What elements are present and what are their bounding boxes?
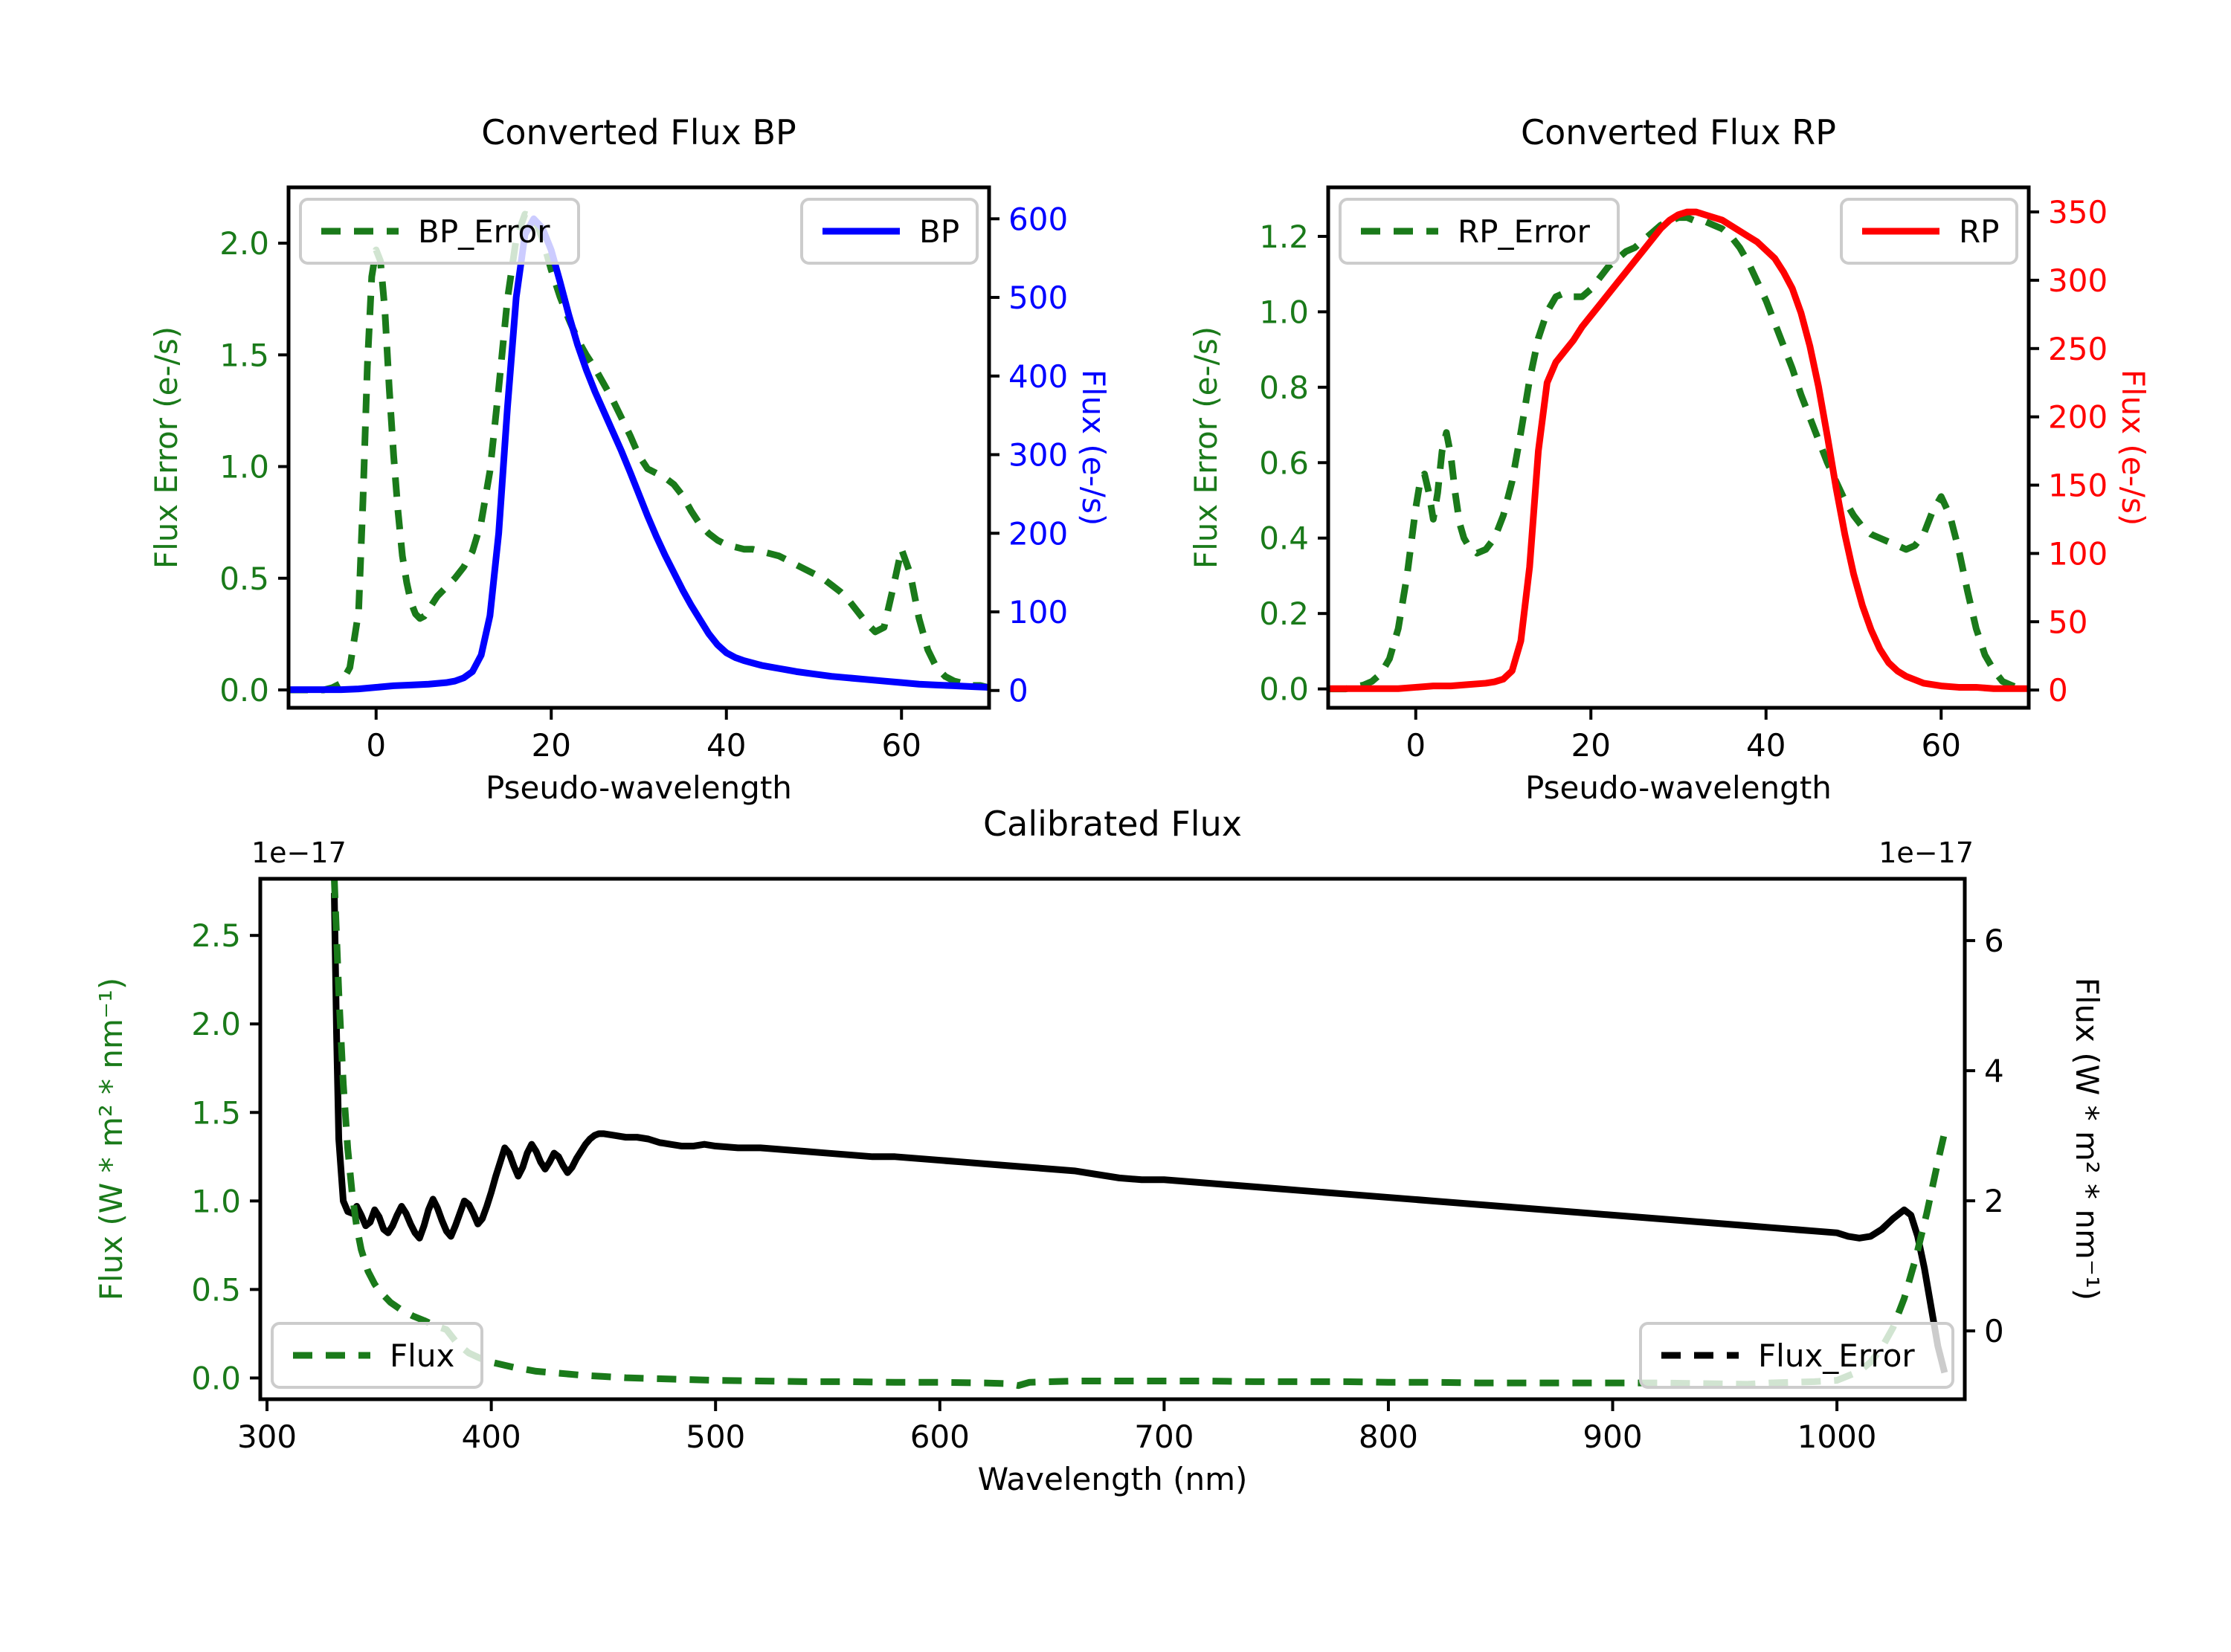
y-tick-label-left: 0.5 — [219, 561, 269, 597]
y-axis-offset-left: 1e−17 — [251, 836, 347, 869]
legend-label: BP_Error — [418, 213, 550, 250]
y-axis-label-right: Flux (e-/s) — [2115, 370, 2151, 526]
y-tick-label-left: 1.5 — [219, 337, 269, 373]
legend-box — [271, 1322, 483, 1389]
legend-label: RP_Error — [1458, 213, 1591, 250]
series-line-flux_error — [331, 879, 1948, 1390]
y-axis-label-right: Flux (e-/s) — [1075, 370, 1112, 526]
x-axis-label: Pseudo-wavelength — [1525, 769, 1832, 806]
x-tick-label: 40 — [1746, 727, 1786, 764]
y-tick-label-right: 2 — [1984, 1183, 2004, 1219]
y-tick-label-right: 250 — [2048, 331, 2108, 367]
y-tick-label-right: 100 — [1008, 594, 1068, 630]
x-tick-label: 300 — [237, 1419, 297, 1455]
y-tick-label-left: 1.0 — [219, 449, 269, 485]
plot-frame — [286, 185, 991, 710]
y-tick-label-right: 600 — [1008, 201, 1068, 237]
legend-label: RP — [1959, 213, 2000, 250]
chart-title: Converted Flux BP — [481, 112, 796, 152]
x-tick-label: 0 — [366, 727, 386, 764]
chart-panel-converted-flux-rp: Converted Flux RP 0.0 0.2 0.4 0.6 0.8 1.0 1.2 0 5… — [1075, 61, 2231, 961]
y-tick-label-left: 0.0 — [191, 1360, 241, 1396]
y-tick-label-left: 0.8 — [1259, 370, 1309, 406]
y-tick-label-left: 2.0 — [191, 1006, 241, 1042]
series-line-rp_error — [1328, 214, 2029, 693]
x-tick-label: 20 — [1571, 727, 1611, 764]
chart-panel-converted-flux-bp: Converted Flux BP 0.0 0.5 1.0 1.5 2.0 0 100 200 3… — [36, 61, 1242, 961]
x-tick-label: 800 — [1359, 1419, 1418, 1455]
y-tick-label-left: 0.5 — [191, 1271, 241, 1308]
plot-frame — [1326, 185, 2031, 710]
x-tick-label: 40 — [706, 727, 746, 764]
y-tick-label-left: 2.5 — [191, 917, 241, 954]
y-tick-label-left: 1.0 — [1259, 294, 1309, 330]
legend-error: BP_Error — [299, 198, 580, 265]
x-tick-label: 20 — [532, 727, 571, 764]
legend-label: Flux_Error — [1758, 1338, 1915, 1374]
x-axis-label: Wavelength (nm) — [978, 1461, 1248, 1497]
y-tick-label-left: 2.0 — [219, 225, 269, 262]
y-tick-label-right: 500 — [1008, 280, 1068, 316]
y-tick-label-right: 400 — [1008, 358, 1068, 395]
legend-flux: RP — [1840, 198, 2018, 265]
chart-title: Calibrated Flux — [983, 804, 1242, 844]
y-tick-label-right: 50 — [2048, 604, 2087, 640]
y-axis-label-left: Flux (W * m² * nm⁻¹) — [93, 978, 129, 1301]
x-tick-label: 400 — [462, 1419, 521, 1455]
legend-box — [299, 198, 580, 265]
chart-panel-calibrated-flux: Calibrated Flux 1e−17 1e−17 0.0 0.5 1.0 1.5 2.0… — [7, 752, 2218, 1652]
legend-box — [1339, 198, 1620, 265]
legend-flux: BP — [800, 198, 979, 265]
x-tick-label: 500 — [686, 1419, 745, 1455]
legend-label: BP — [919, 213, 959, 250]
y-tick-label-right: 6 — [1984, 923, 2004, 959]
x-tick-label: 700 — [1134, 1419, 1194, 1455]
chart-title: Converted Flux RP — [1521, 112, 1836, 152]
y-tick-label-right: 150 — [2048, 468, 2108, 504]
x-tick-label: 60 — [1922, 727, 1961, 764]
y-tick-label-right: 100 — [2048, 535, 2108, 572]
y-tick-label-left: 0.0 — [1259, 671, 1309, 708]
x-tick-label: 60 — [882, 727, 921, 764]
legend-flux: Flux_Error — [1639, 1322, 1954, 1389]
y-tick-label-right: 4 — [1984, 1053, 2004, 1089]
legend-error: RP_Error — [1339, 198, 1620, 265]
y-tick-label-right: 0 — [1008, 673, 1028, 709]
legend-label: Flux — [390, 1338, 454, 1374]
x-axis-label: Pseudo-wavelength — [486, 769, 792, 806]
y-tick-label-right: 350 — [2048, 194, 2108, 230]
x-tick-label: 1000 — [1797, 1419, 1877, 1455]
y-tick-label-left: 0.0 — [219, 672, 269, 709]
series-line-bp_error — [289, 210, 989, 694]
x-tick-label: 0 — [1406, 727, 1426, 764]
y-axis-label-right: Flux (W * m² * nm⁻¹) — [2069, 978, 2105, 1301]
series-line-flux — [331, 892, 1948, 1374]
series-line-rp — [1328, 208, 2029, 692]
y-axis-offset-right: 1e−17 — [1879, 836, 1974, 869]
y-tick-label-left: 1.0 — [191, 1183, 241, 1219]
figure-canvas: Converted Flux BP 0.0 0.5 1.0 1.5 2.0 0 100 200 3… — [36, 61, 2231, 1497]
y-tick-label-left: 0.6 — [1259, 445, 1309, 481]
x-tick-label: 600 — [910, 1419, 970, 1455]
y-tick-label-right: 200 — [2048, 399, 2108, 436]
y-tick-label-left: 1.5 — [191, 1094, 241, 1131]
x-tick-label: 900 — [1583, 1419, 1642, 1455]
y-tick-label-right: 200 — [1008, 515, 1068, 552]
y-tick-label-right: 0 — [2048, 672, 2068, 709]
series-line-bp — [289, 215, 989, 694]
y-axis-label-left: Flux Error (e-/s) — [148, 326, 184, 569]
legend-error: Flux — [271, 1322, 483, 1389]
legend-box — [1639, 1322, 1954, 1389]
y-tick-label-left: 0.2 — [1259, 596, 1309, 632]
plot-frame — [258, 877, 1967, 1401]
y-tick-label-right: 300 — [2048, 262, 2108, 299]
y-tick-label-right: 300 — [1008, 437, 1068, 474]
y-axis-label-left: Flux Error (e-/s) — [1188, 326, 1224, 569]
y-tick-label-left: 0.4 — [1259, 520, 1309, 557]
y-tick-label-right: 0 — [1984, 1313, 2004, 1349]
y-tick-label-left: 1.2 — [1259, 219, 1309, 255]
